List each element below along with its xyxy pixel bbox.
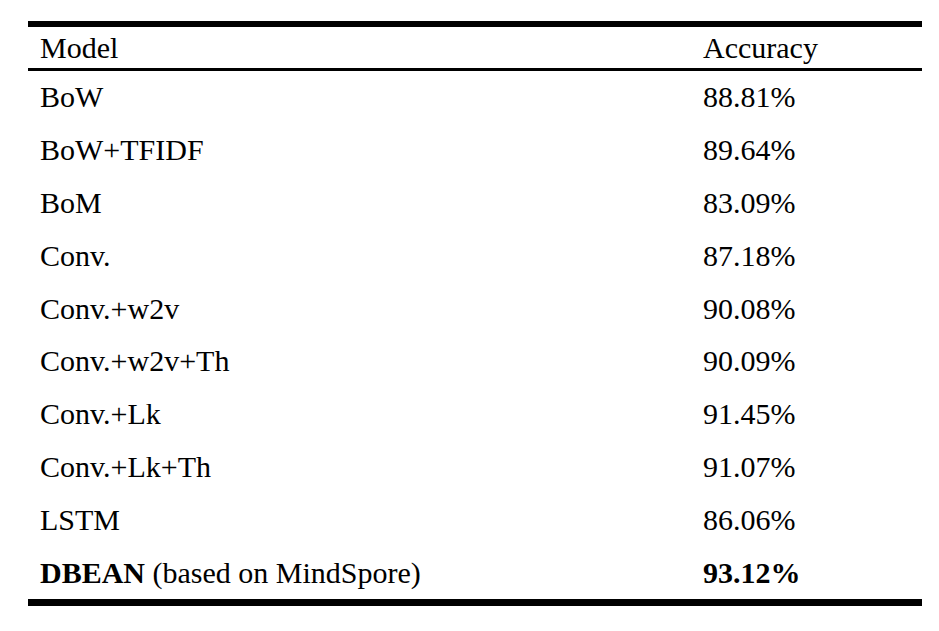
table-row: BoM 83.09%: [28, 177, 922, 230]
model-cell: BoW: [28, 80, 697, 114]
accuracy-cell: 83.09%: [697, 186, 922, 220]
model-name: Conv.+w2v: [40, 292, 179, 325]
table-row-dbean: DBEAN (based on MindSpore) 93.12%: [28, 546, 922, 599]
model-cell: DBEAN (based on MindSpore): [28, 556, 697, 590]
model-cell: Conv.+Lk+Th: [28, 450, 697, 484]
header-model: Model: [28, 31, 697, 65]
model-cell: Conv.+w2v+Th: [28, 344, 697, 378]
accuracy-cell: 89.64%: [697, 133, 922, 167]
accuracy-cell: 88.81%: [697, 80, 922, 114]
table-row: Conv.+w2v 90.08%: [28, 282, 922, 335]
accuracy-cell: 90.09%: [697, 344, 922, 378]
accuracy-cell: 93.12%: [697, 556, 922, 590]
model-name: Conv.: [40, 239, 111, 272]
model-suffix: (based on MindSpore): [145, 556, 421, 589]
model-name: DBEAN: [40, 556, 145, 589]
table-row: Conv.+Lk 91.45%: [28, 388, 922, 441]
model-cell: Conv.+Lk: [28, 397, 697, 431]
table-row: Conv.+Lk+Th 91.07%: [28, 441, 922, 494]
model-cell: Conv.: [28, 239, 697, 273]
table-row: Conv. 87.18%: [28, 229, 922, 282]
accuracy-cell: 90.08%: [697, 292, 922, 326]
model-cell: LSTM: [28, 503, 697, 537]
accuracy-cell: 91.45%: [697, 397, 922, 431]
model-name: BoW+TFIDF: [40, 133, 204, 166]
table-row: Conv.+w2v+Th 90.09%: [28, 335, 922, 388]
model-name: LSTM: [40, 503, 120, 536]
model-name: BoM: [40, 186, 102, 219]
results-table: Model Accuracy BoW 88.81% BoW+TFIDF 89.6…: [28, 21, 922, 606]
accuracy-cell: 87.18%: [697, 239, 922, 273]
header-accuracy: Accuracy: [697, 31, 922, 65]
table-row: BoW 88.81%: [28, 71, 922, 124]
model-name: BoW: [40, 80, 103, 113]
table-body: BoW 88.81% BoW+TFIDF 89.64% BoM 83.09% C…: [28, 71, 922, 599]
model-name: Conv.+Lk: [40, 397, 161, 430]
model-name: Conv.+Lk+Th: [40, 450, 211, 483]
model-name: Conv.+w2v+Th: [40, 344, 229, 377]
accuracy-cell: 91.07%: [697, 450, 922, 484]
table-row: LSTM 86.06%: [28, 493, 922, 546]
table-header-row: Model Accuracy: [28, 27, 922, 71]
model-cell: BoW+TFIDF: [28, 133, 697, 167]
accuracy-cell: 86.06%: [697, 503, 922, 537]
model-cell: BoM: [28, 186, 697, 220]
model-cell: Conv.+w2v: [28, 292, 697, 326]
table-row: BoW+TFIDF 89.64%: [28, 124, 922, 177]
